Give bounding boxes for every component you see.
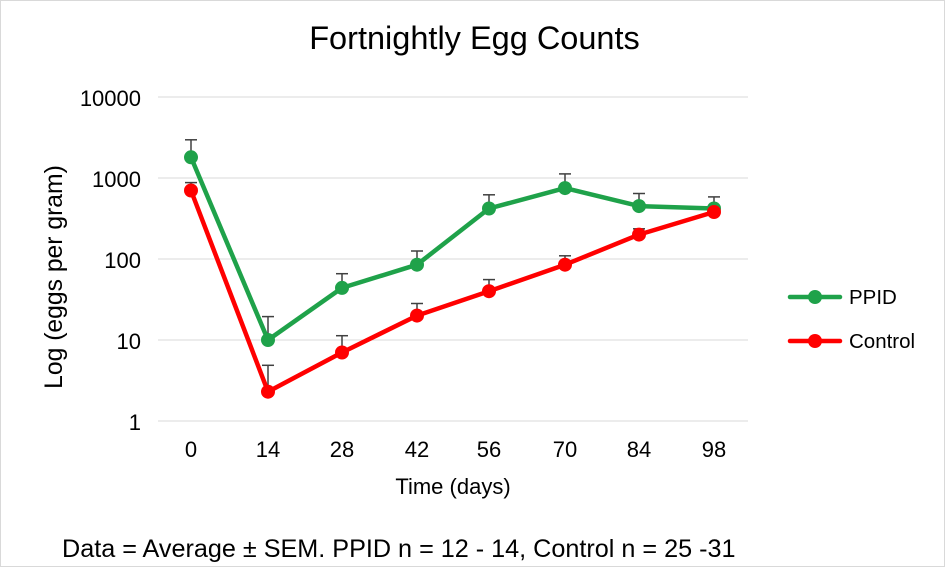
svg-text:42: 42: [405, 437, 429, 462]
svg-text:10: 10: [117, 329, 141, 354]
svg-text:28: 28: [330, 437, 354, 462]
svg-text:84: 84: [627, 437, 651, 462]
svg-text:10000: 10000: [80, 86, 141, 111]
svg-text:1: 1: [129, 410, 141, 435]
svg-text:Time (days): Time (days): [395, 474, 510, 499]
svg-text:70: 70: [553, 437, 577, 462]
svg-text:14: 14: [256, 437, 280, 462]
svg-text:1000: 1000: [92, 167, 141, 192]
svg-text:56: 56: [477, 437, 501, 462]
svg-text:98: 98: [702, 437, 726, 462]
svg-text:0: 0: [185, 437, 197, 462]
svg-text:100: 100: [104, 248, 141, 273]
svg-text:PPID: PPID: [849, 286, 897, 309]
svg-text:Control: Control: [849, 330, 915, 353]
